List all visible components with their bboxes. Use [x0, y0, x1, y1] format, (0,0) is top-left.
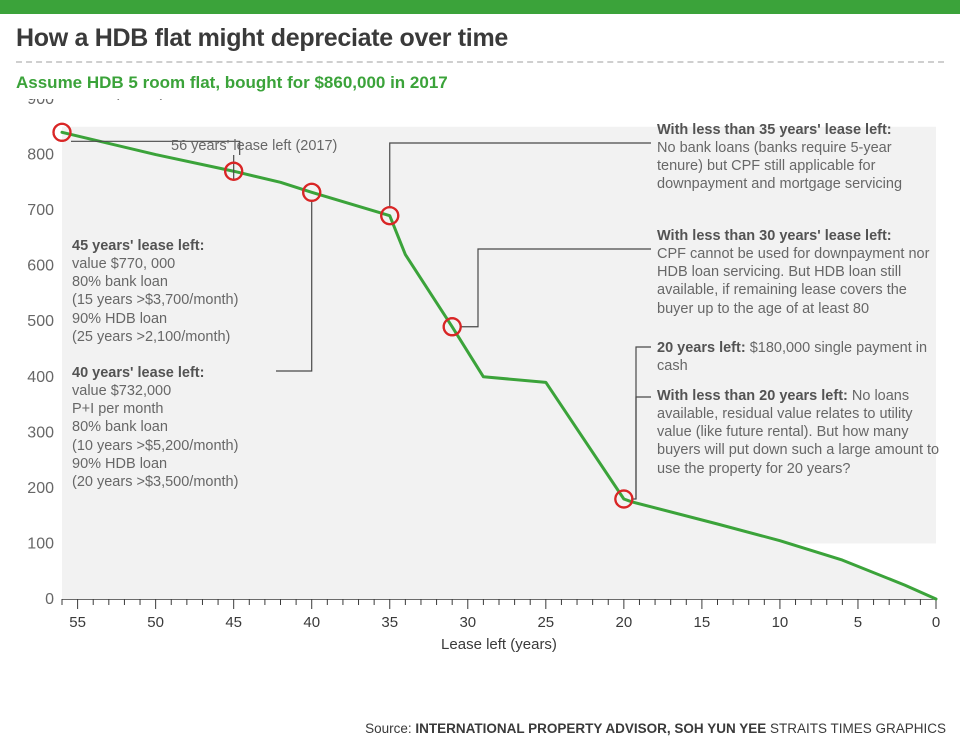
- svg-text:500: 500: [27, 313, 54, 330]
- source-line: Source: INTERNATIONAL PROPERTY ADVISOR, …: [365, 721, 946, 736]
- chart-title: How a HDB flat might depreciate over tim…: [16, 24, 944, 63]
- svg-text:900: 900: [27, 99, 54, 108]
- svg-text:5: 5: [854, 614, 862, 631]
- svg-text:35: 35: [381, 614, 398, 631]
- svg-text:55: 55: [69, 614, 86, 631]
- svg-text:10: 10: [772, 614, 789, 631]
- svg-text:100: 100: [27, 535, 54, 552]
- svg-text:40: 40: [303, 614, 320, 631]
- svg-text:Lease left (years): Lease left (years): [441, 636, 557, 653]
- chart-area: 0100200300400500600700800900Price ($ '00…: [16, 99, 944, 664]
- callout-30yrs: With less than 30 years' lease left: CPF…: [657, 227, 937, 318]
- svg-text:600: 600: [27, 258, 54, 275]
- svg-text:0: 0: [932, 614, 940, 631]
- svg-text:30: 30: [459, 614, 476, 631]
- callout-35yrs: With less than 35 years' lease left: No …: [657, 121, 932, 194]
- svg-text:200: 200: [27, 480, 54, 497]
- svg-text:0: 0: [45, 591, 54, 608]
- svg-text:700: 700: [27, 202, 54, 219]
- svg-text:20: 20: [616, 614, 633, 631]
- svg-text:400: 400: [27, 369, 54, 386]
- svg-text:45: 45: [225, 614, 242, 631]
- svg-text:50: 50: [147, 614, 164, 631]
- callout-45yrs: 45 years' lease left: value $770, 000 80…: [72, 237, 262, 346]
- callout-20yrs-a: 20 years left: $180,000 single payment i…: [657, 339, 937, 375]
- callout-20yrs-b: With less than 20 years left: No loans a…: [657, 387, 940, 478]
- svg-text:15: 15: [694, 614, 711, 631]
- svg-text:300: 300: [27, 424, 54, 441]
- svg-text:Price ($ '000): Price ($ '000): [76, 99, 165, 101]
- callout-56yrs: 56 years' lease left (2017): [171, 137, 371, 155]
- top-green-bar: [0, 0, 960, 14]
- callout-40yrs: 40 years' lease left: value $732,000 P+I…: [72, 364, 272, 491]
- svg-text:800: 800: [27, 147, 54, 164]
- svg-text:25: 25: [537, 614, 554, 631]
- chart-subtitle: Assume HDB 5 room flat, bought for $860,…: [16, 73, 944, 93]
